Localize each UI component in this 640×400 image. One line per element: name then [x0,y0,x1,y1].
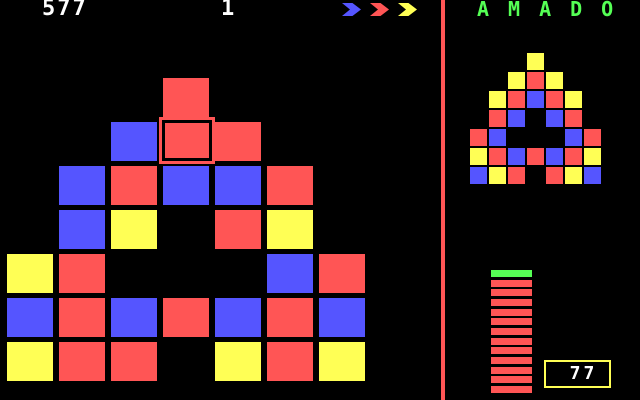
board-block[interactable] [267,254,313,293]
target-block [470,129,487,146]
board-block[interactable] [111,298,157,337]
game-title: AMADO [477,0,633,21]
target-block [565,167,582,184]
target-block [508,148,525,165]
target-block [489,91,506,108]
progress-segment-red [491,367,532,374]
arrow-blue-icon [342,3,361,16]
progress-segment-red [491,299,532,306]
progress-segment-green [491,270,532,277]
arrow-red-icon [370,3,389,16]
board-block[interactable] [7,298,53,337]
target-block [565,129,582,146]
progress-segment-red [491,280,532,287]
target-block [470,167,487,184]
arrow-yellow-icon [398,3,417,16]
target-block [565,91,582,108]
progress-segment-red [491,289,532,296]
board-block[interactable] [59,298,105,337]
board-block[interactable] [111,342,157,381]
level-value: 1 [221,0,237,21]
board-block[interactable] [163,166,209,205]
board-block[interactable] [267,298,313,337]
target-block [546,91,563,108]
board-block[interactable] [215,122,261,161]
target-block [489,110,506,127]
target-block [565,148,582,165]
target-block [565,110,582,127]
target-block [527,53,544,70]
target-block [546,110,563,127]
progress-segment-red [491,376,532,383]
board-block[interactable] [7,254,53,293]
board-block[interactable] [59,210,105,249]
target-block [508,110,525,127]
target-block [584,167,601,184]
target-block [508,167,525,184]
target-block [546,72,563,89]
target-block [470,148,487,165]
board-block[interactable] [319,298,365,337]
moves-arrows [342,3,417,16]
board-block[interactable] [215,298,261,337]
target-block [508,91,525,108]
progress-segment-red [491,357,532,364]
board-block[interactable] [215,166,261,205]
target-block [508,72,525,89]
board-block[interactable] [111,166,157,205]
counter-value: 77 [569,363,598,384]
target-block [527,91,544,108]
board-block[interactable] [163,298,209,337]
board-block[interactable] [111,210,157,249]
board-block[interactable] [111,122,157,161]
target-block [489,129,506,146]
progress-segment-red [491,386,532,393]
progress-segment-red [491,318,532,325]
target-block [546,148,563,165]
counter-box: 77 [544,360,611,388]
board-block[interactable] [59,342,105,381]
progress-segment-red [491,347,532,354]
target-block [527,148,544,165]
board-block[interactable] [163,78,209,117]
progress-segment-red [491,309,532,316]
panel-divider [441,0,445,400]
board-block[interactable] [319,254,365,293]
board-block[interactable] [267,210,313,249]
score-value: 577 [42,0,88,21]
target-block [489,167,506,184]
progress-segment-red [491,338,532,345]
board-block[interactable] [7,342,53,381]
target-block [546,167,563,184]
board-block[interactable] [59,254,105,293]
board-block[interactable] [267,166,313,205]
target-block [584,129,601,146]
board-block[interactable] [215,342,261,381]
board-block[interactable] [215,210,261,249]
cursor-block[interactable] [162,120,212,161]
board-block[interactable] [59,166,105,205]
board-block[interactable] [267,342,313,381]
target-block [489,148,506,165]
target-block [584,148,601,165]
target-block [527,72,544,89]
progress-segment-red [491,328,532,335]
board-block[interactable] [319,342,365,381]
